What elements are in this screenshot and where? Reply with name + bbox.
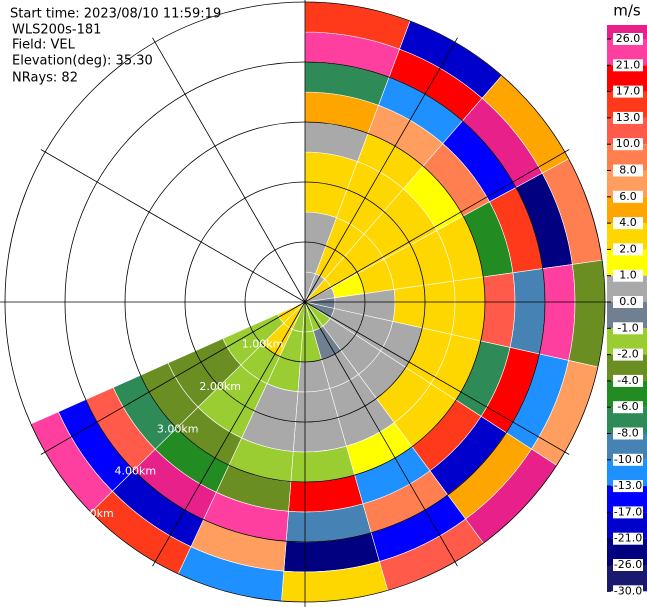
colorbar-tick-label: 1.0 — [619, 269, 637, 282]
spoke — [152, 37, 306, 303]
gate — [292, 416, 347, 453]
colorbar-tick-label: -21.0 — [614, 532, 642, 545]
tick-label-bg — [613, 59, 643, 72]
colorbar-tick-label: -4.0 — [617, 374, 638, 387]
spoke — [304, 301, 458, 567]
gate — [421, 280, 456, 335]
colorbar-tick-label: 13.0 — [616, 111, 641, 124]
colorbar-tick-label: -1.0 — [617, 321, 638, 334]
tick-label-bg — [613, 532, 643, 545]
ppi-plot: 1.00km 2.00km 3.00km 4.00km 5.00km — [0, 0, 610, 607]
colorbar-tick-label: 2.0 — [619, 242, 637, 255]
tick-label-bg — [613, 243, 643, 256]
tick-label-bg — [613, 322, 643, 335]
elevation: Elevation(deg): 35.30 — [12, 54, 153, 69]
spoke — [304, 37, 458, 303]
range-ring — [4, 1, 606, 603]
tick-label-bg — [613, 111, 643, 124]
colorbar-unit: m/s — [613, 2, 641, 20]
colorbar-tick-label: -10.0 — [614, 453, 642, 466]
colorbar-tick-label: -13.0 — [614, 479, 642, 492]
gate — [392, 284, 426, 329]
tick-label-bg — [613, 559, 643, 571]
tick-label-bg — [613, 401, 643, 414]
colorbar-tick-label: -8.0 — [617, 427, 638, 440]
spoke — [40, 301, 306, 455]
colorbar-tick-label: 10.0 — [616, 137, 641, 150]
colorbar-tick-label: -2.0 — [617, 348, 638, 361]
colorbar-tick-label: 26.0 — [616, 32, 641, 45]
gate — [451, 276, 486, 342]
colorbar-tick-label: 6.0 — [619, 190, 637, 203]
site: WLS200s-181 — [12, 23, 101, 38]
colorbar-tick-label: 8.0 — [619, 164, 637, 177]
colorbar-tick-label: -6.0 — [617, 400, 638, 413]
colorbar-tick-label: -26.0 — [614, 558, 642, 571]
range-ring — [184, 181, 426, 423]
tick-label-bg — [613, 374, 643, 387]
tick-label-bg — [613, 506, 643, 519]
range-label: 3.00km — [157, 422, 199, 435]
tick-label-bg — [613, 85, 643, 98]
range-label: 4.00km — [115, 465, 157, 478]
tick-label-bg — [613, 190, 643, 203]
spoke — [40, 149, 306, 303]
tick-label-bg — [613, 348, 643, 361]
tick-label-bg — [613, 427, 643, 440]
range-label: 2.00km — [199, 380, 241, 393]
range-ring — [244, 241, 366, 363]
tick-label-bg — [613, 33, 643, 45]
tick-label-bg — [613, 269, 643, 282]
colorbar-tick-label: -17.0 — [614, 505, 642, 518]
tick-label-bg — [613, 585, 643, 598]
start-time: Start time: 2023/08/10 11:59:19 — [10, 7, 221, 22]
colorbar-tick-label: -30.0 — [614, 584, 642, 597]
tick-label-bg — [613, 138, 643, 151]
tick-label-bg — [613, 164, 643, 177]
tick-label-bg — [613, 480, 643, 493]
range-ring — [64, 61, 546, 543]
nrays: NRays: 82 — [12, 71, 78, 86]
spoke — [152, 301, 306, 567]
spoke — [304, 301, 570, 455]
field: Field: VEL — [12, 38, 76, 53]
range-label: 5.00km — [72, 507, 114, 520]
tick-label-bg — [613, 296, 643, 308]
colorbar-tick-label: 4.0 — [619, 216, 637, 229]
colorbar-tick-label: 17.0 — [616, 85, 641, 98]
range-label: 1.00km — [242, 337, 284, 350]
colorbar-tick-label: 0.0 — [619, 295, 637, 308]
spoke — [304, 149, 570, 303]
tick-label-bg — [613, 453, 643, 466]
gate — [509, 268, 546, 355]
range-ring — [124, 121, 486, 483]
gate — [480, 272, 516, 348]
tick-label-bg — [613, 217, 643, 230]
colorbar-tick-label: 21.0 — [616, 58, 641, 71]
